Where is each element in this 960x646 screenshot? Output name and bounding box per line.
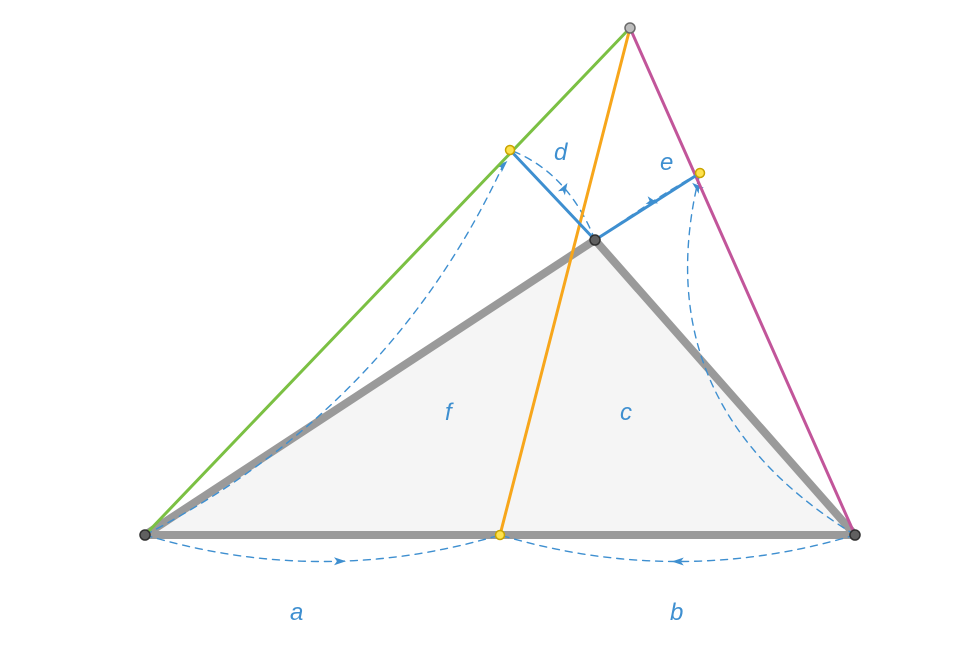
geometry-diagram: abcdef <box>0 0 960 646</box>
point-M <box>496 531 505 540</box>
point-P <box>506 146 515 155</box>
point-B <box>850 530 860 540</box>
triangle <box>145 240 855 535</box>
point-A <box>140 530 150 540</box>
blue-segment-1 <box>595 173 700 240</box>
label-b: b <box>670 599 683 626</box>
label-c: c <box>620 399 632 426</box>
blue-segment-0 <box>510 150 595 240</box>
point-Apex <box>625 23 635 33</box>
label-d: d <box>554 139 568 166</box>
dashed-arc-arrow-4 <box>334 557 346 565</box>
point-C <box>590 235 600 245</box>
point-Q <box>696 169 705 178</box>
label-a: a <box>290 599 303 626</box>
label-e: e <box>660 149 673 176</box>
